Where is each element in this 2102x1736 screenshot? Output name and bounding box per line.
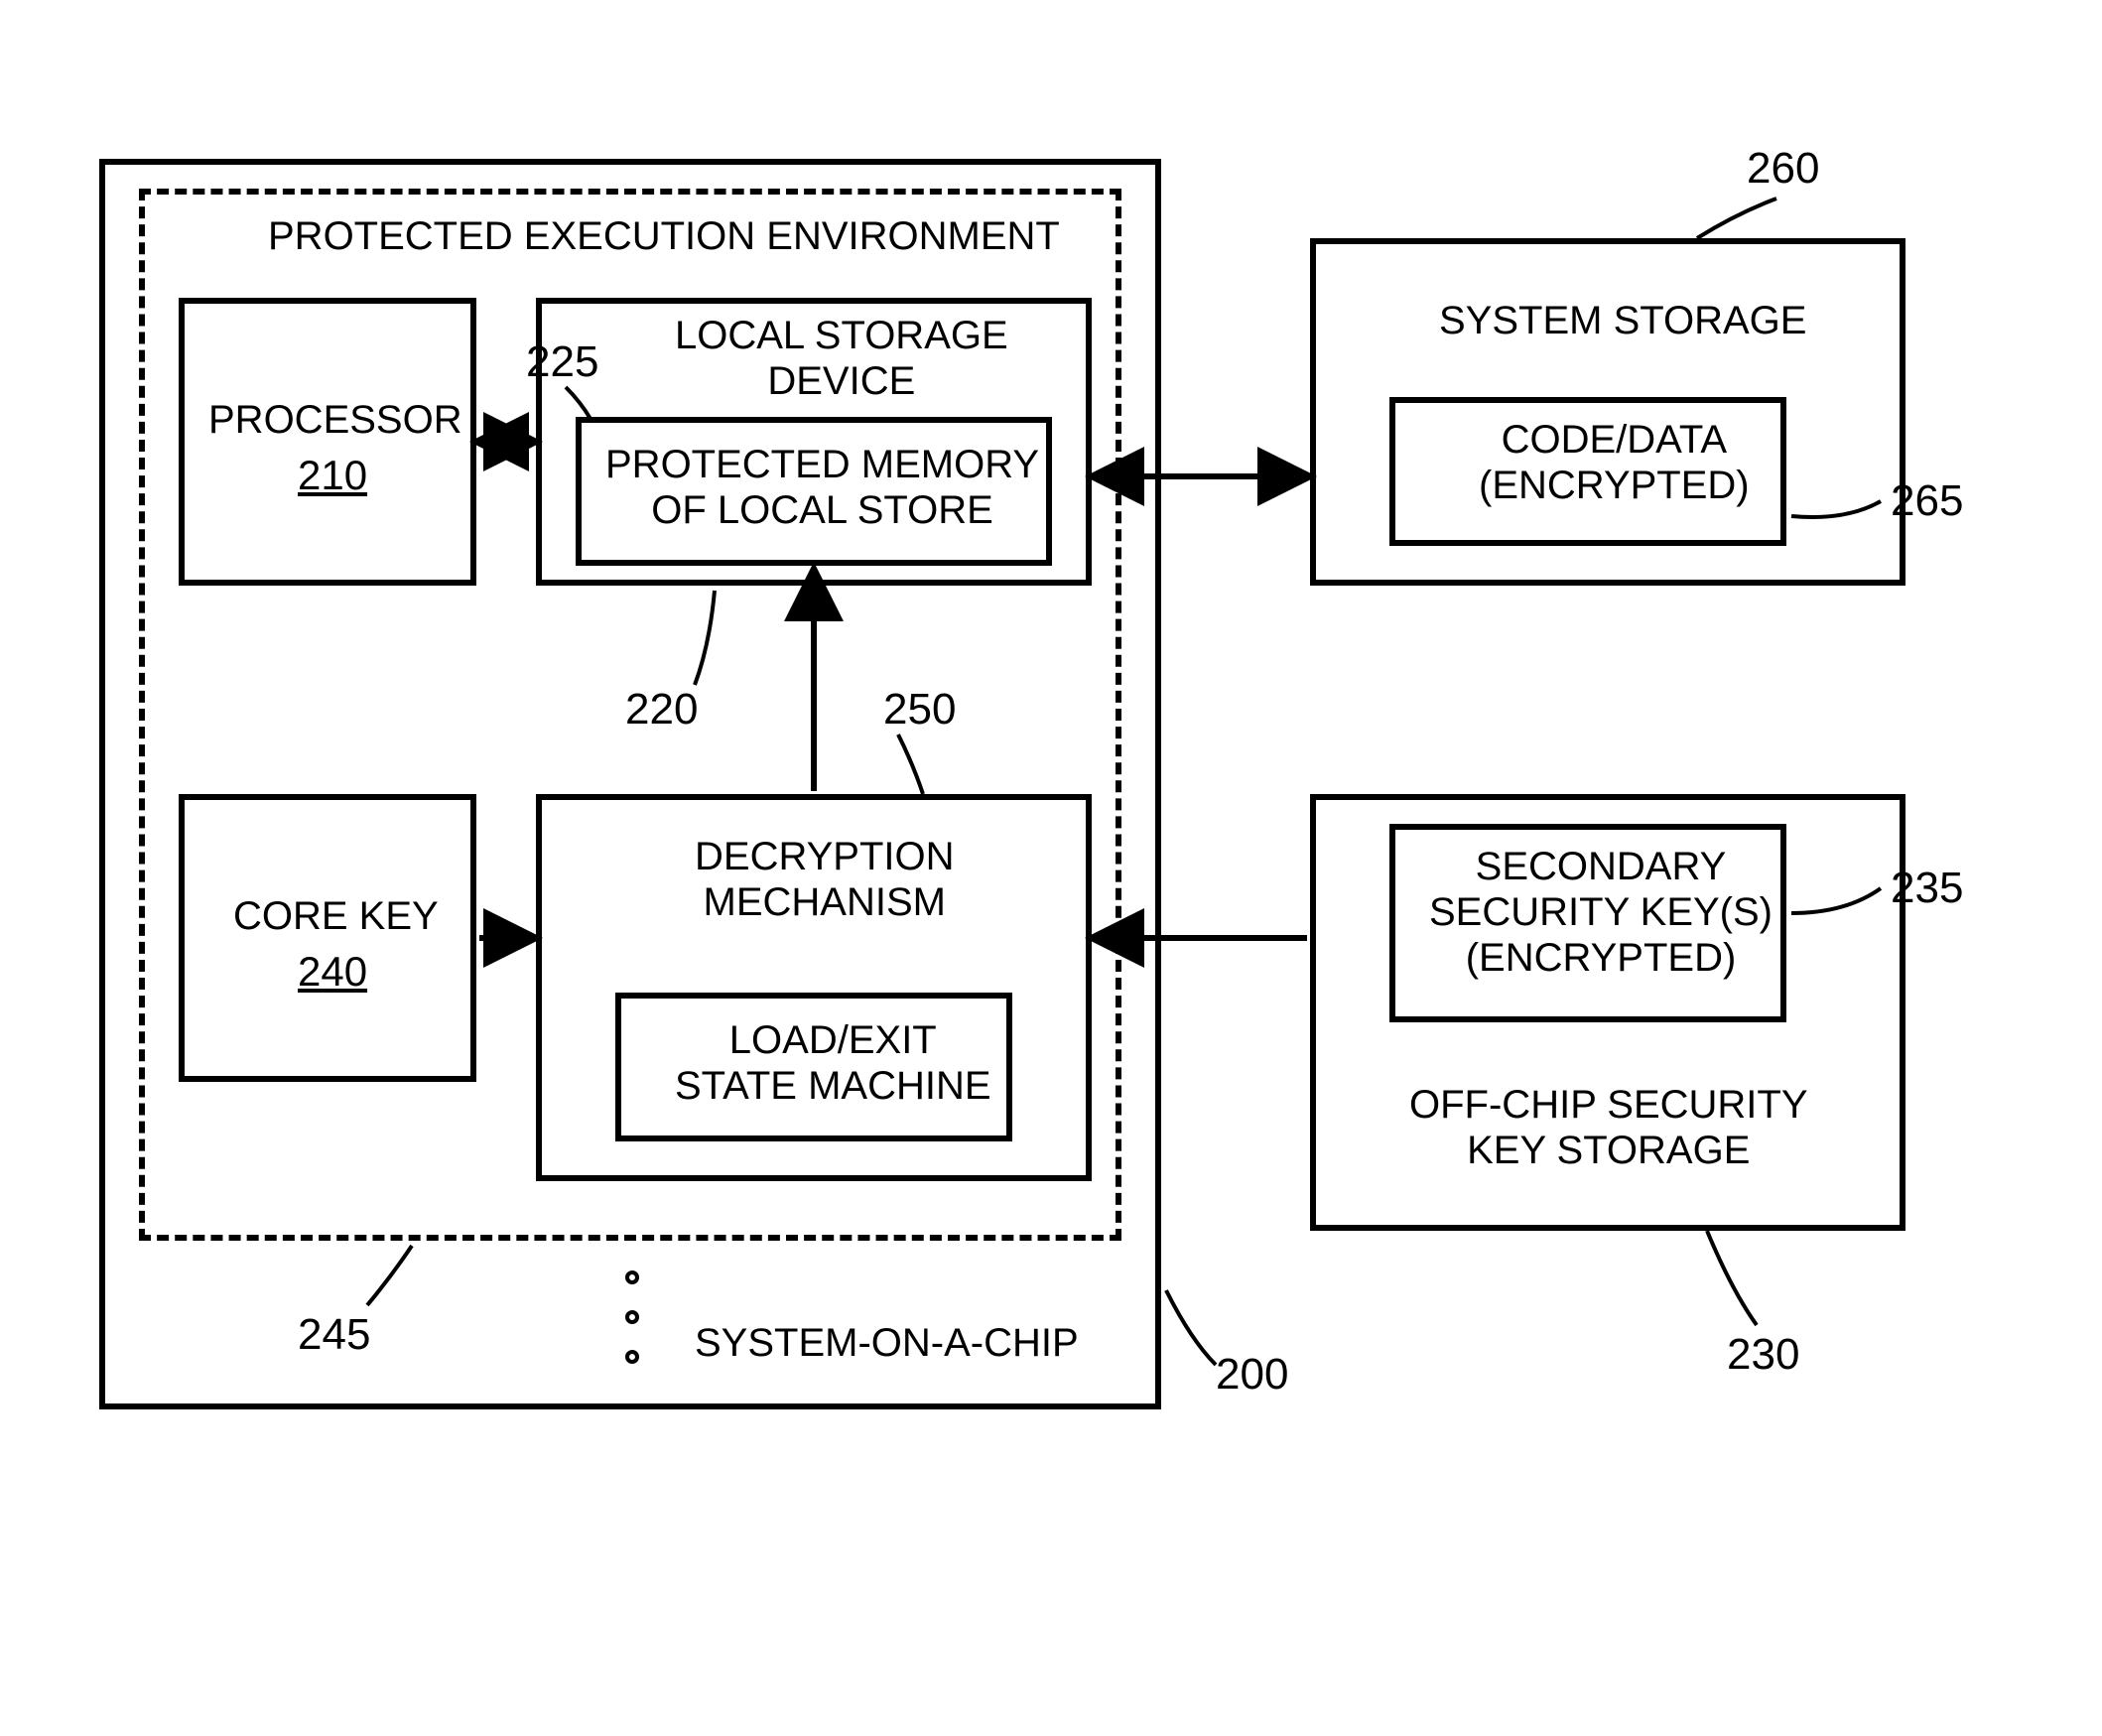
continuation-dot <box>625 1350 639 1364</box>
decryption-label: DECRYPTION MECHANISM <box>695 834 955 925</box>
ref-250: 250 <box>883 685 956 735</box>
pee-label: PROTECTED EXECUTION ENVIRONMENT <box>268 213 1060 259</box>
ref-225: 225 <box>526 337 598 388</box>
core-key-ref: 240 <box>298 948 367 996</box>
ref-230: 230 <box>1727 1330 1799 1381</box>
state-machine-label: LOAD/EXIT STATE MACHINE <box>675 1017 991 1109</box>
secondary-keys-label: SECONDARY SECURITY KEY(S) (ENCRYPTED) <box>1429 844 1773 981</box>
ref-260: 260 <box>1747 144 1819 195</box>
ref-220: 220 <box>625 685 698 735</box>
ref-235: 235 <box>1891 864 1963 914</box>
system-storage-label: SYSTEM STORAGE <box>1439 298 1806 343</box>
local-storage-label: LOCAL STORAGE DEVICE <box>675 313 1008 404</box>
ref-200: 200 <box>1216 1350 1288 1401</box>
core-key-label: CORE KEY <box>233 893 439 939</box>
diagram-canvas: SYSTEM-ON-A-CHIP PROTECTED EXECUTION ENV… <box>0 0 2102 1736</box>
soc-label: SYSTEM-ON-A-CHIP <box>695 1320 1079 1366</box>
processor-label: PROCESSOR <box>208 397 462 443</box>
continuation-dot <box>625 1270 639 1284</box>
continuation-dot <box>625 1310 639 1324</box>
code-data-label: CODE/DATA (ENCRYPTED) <box>1479 417 1750 508</box>
protected-mem-label: PROTECTED MEMORY OF LOCAL STORE <box>605 442 1039 533</box>
ref-245: 245 <box>298 1310 370 1361</box>
ref-265: 265 <box>1891 476 1963 527</box>
processor-ref: 210 <box>298 452 367 499</box>
offchip-label: OFF-CHIP SECURITY KEY STORAGE <box>1409 1082 1808 1173</box>
